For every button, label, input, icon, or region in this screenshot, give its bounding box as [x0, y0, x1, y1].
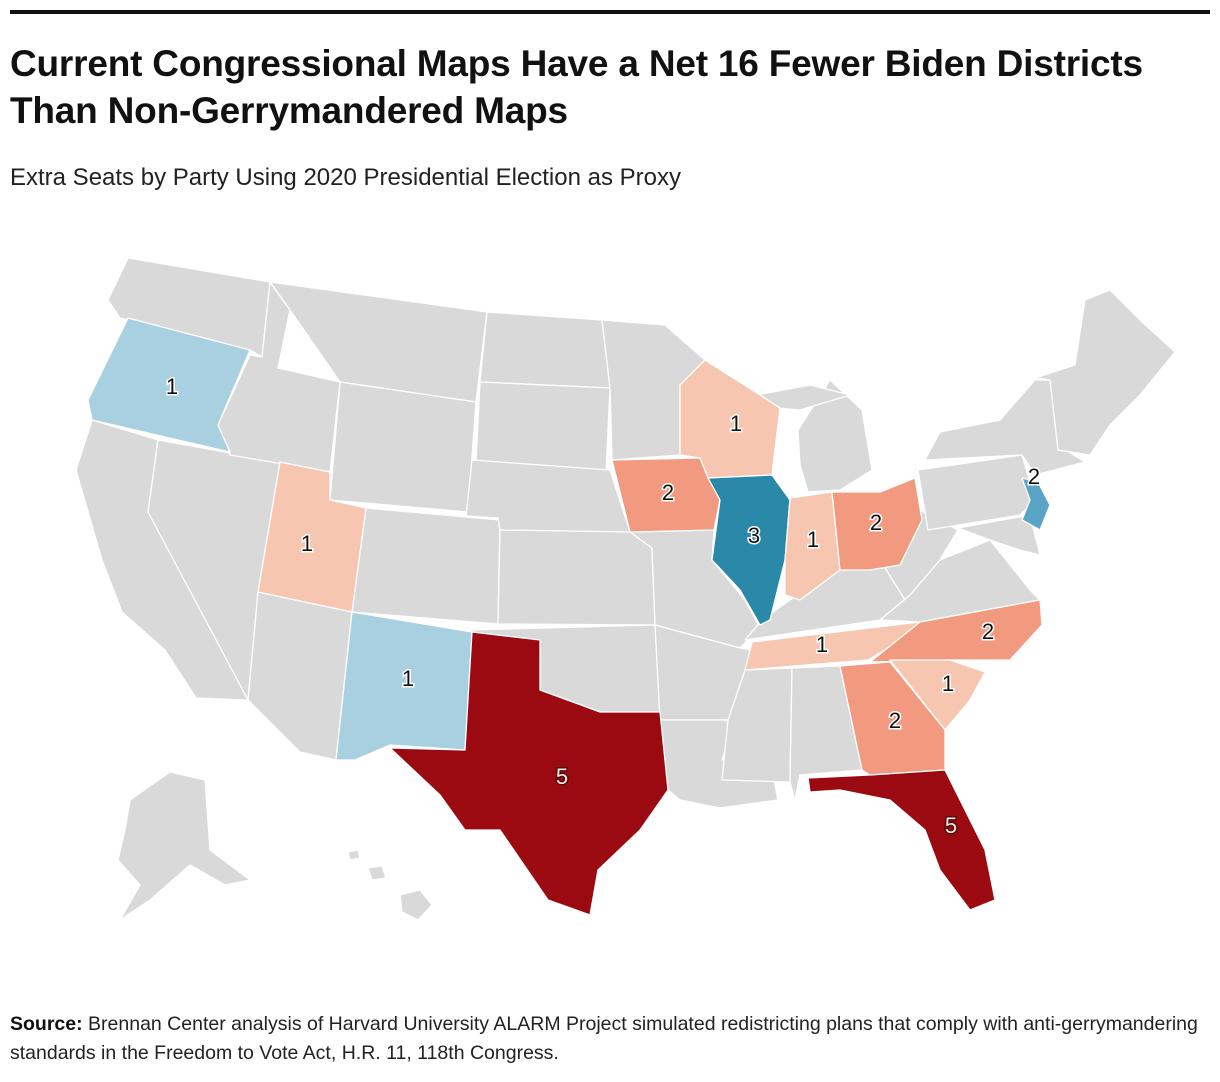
state-colorado	[351, 507, 501, 625]
state-south-dakota	[475, 381, 611, 473]
top-rule	[10, 10, 1210, 14]
state-new-jersey	[1021, 477, 1051, 531]
state-michigan-lower	[797, 379, 873, 493]
us-map: 1 1 3 2 1 5 2 1 1 2 1 2 1 2 5	[75, 257, 1176, 921]
label-north-carolina: 2	[982, 619, 994, 644]
label-new-jersey: 2	[1028, 464, 1040, 489]
state-texas	[389, 631, 669, 916]
state-north-carolina	[869, 599, 1043, 663]
state-new-england	[1034, 289, 1176, 456]
source-label: Source:	[10, 1013, 83, 1035]
label-florida: 5	[945, 813, 957, 838]
state-illinois	[707, 474, 791, 626]
gray-states	[75, 257, 1176, 921]
chart-title: Current Congressional Maps Have a Net 16…	[10, 43, 1143, 131]
state-mississippi	[721, 667, 793, 783]
state-oregon	[87, 317, 251, 453]
label-new-mexico: 1	[402, 666, 414, 691]
state-maryland-delaware	[957, 514, 1041, 556]
state-utah	[257, 461, 367, 613]
state-florida	[807, 769, 996, 911]
label-wisconsin: 1	[730, 411, 742, 436]
state-labels: 1 1 3 2 1 5 2 1 1 2 1 2 1 2 5	[164, 372, 1041, 839]
label-utah: 1	[301, 531, 313, 556]
label-iowa: 2	[662, 480, 674, 505]
state-kansas	[497, 529, 656, 626]
state-alaska	[117, 771, 251, 921]
label-ohio: 2	[870, 510, 882, 535]
state-iowa	[611, 457, 721, 533]
label-tennessee: 1	[816, 632, 828, 657]
source-text: Brennan Center analysis of Harvard Unive…	[10, 1013, 1198, 1064]
label-texas: 5	[556, 764, 568, 789]
label-georgia: 2	[889, 708, 901, 733]
chart-subtitle: Extra Seats by Party Using 2020 Presiden…	[10, 164, 681, 191]
state-ohio	[831, 477, 923, 571]
colored-states	[87, 317, 1051, 916]
state-hawaii-3	[347, 849, 361, 861]
state-wyoming	[329, 381, 477, 513]
state-hawaii-1	[399, 889, 433, 921]
label-indiana: 1	[807, 527, 819, 552]
state-arizona	[247, 591, 353, 761]
label-oregon: 1	[166, 374, 178, 399]
label-south-carolina: 1	[942, 671, 954, 696]
state-north-dakota	[479, 311, 611, 389]
state-hawaii-2	[367, 865, 387, 881]
label-illinois: 3	[748, 523, 760, 548]
source-note: Source: Brennan Center analysis of Harva…	[10, 1010, 1210, 1068]
